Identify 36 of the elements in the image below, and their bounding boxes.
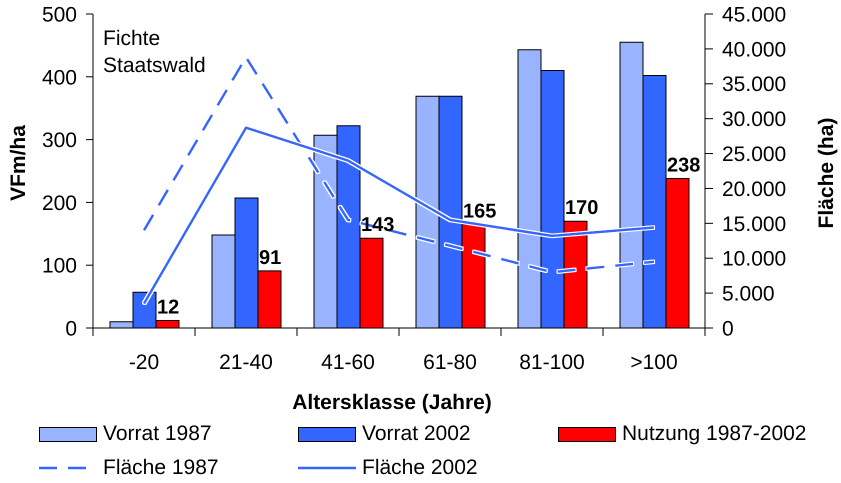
annotation: Fichte Staatswald	[103, 26, 207, 79]
y-tick-label: 200	[42, 192, 77, 215]
x-tick-label: 61-80	[423, 350, 477, 374]
data-label: 165	[463, 200, 496, 222]
legend-label: Fläche 1987	[103, 456, 219, 480]
y2-tick-label: 45.000	[722, 3, 786, 26]
legend-label: Vorrat 1987	[103, 422, 212, 446]
y2-tick-label: 0	[722, 317, 734, 340]
y2-tick-label: 40.000	[722, 38, 786, 62]
y2-tick-label: 25.000	[722, 143, 786, 166]
legend-label: Vorrat 2002	[362, 422, 471, 446]
x-tick-label: 21-40	[219, 350, 273, 374]
y2-tick-label: 35.000	[722, 73, 786, 96]
data-label: 170	[565, 197, 598, 220]
data-label: 12	[157, 296, 180, 318]
y2-tick-label: 30.000	[722, 108, 786, 132]
y-tick-label: 300	[42, 129, 77, 152]
x-tick-label: >100	[630, 350, 678, 374]
y-tick-label: 100	[42, 254, 77, 278]
x-tick-label: -20	[128, 350, 160, 374]
x-axis-title: Altersklasse (Jahre)	[292, 390, 492, 414]
data-label: 91	[259, 246, 282, 269]
y-axis-title: VFm/ha	[6, 124, 30, 201]
legend-label: Nutzung 1987-2002	[622, 422, 806, 446]
data-label: 238	[667, 154, 700, 177]
y2-tick-label: 5.000	[722, 282, 775, 306]
y2-tick-label: 10.000	[722, 248, 786, 271]
y-tick-label: 400	[42, 66, 77, 90]
y-tick-label: 500	[42, 3, 77, 26]
y2-tick-label: 15.000	[722, 212, 786, 236]
y2-tick-label: 20.000	[722, 178, 786, 201]
y-tick-label: 0	[65, 317, 77, 340]
x-tick-label: 41-60	[321, 350, 375, 374]
legend-label: Fläche 2002	[362, 456, 478, 480]
y2-axis-title: Fläche (ha)	[814, 118, 838, 228]
x-tick-label: 81-100	[519, 350, 585, 374]
